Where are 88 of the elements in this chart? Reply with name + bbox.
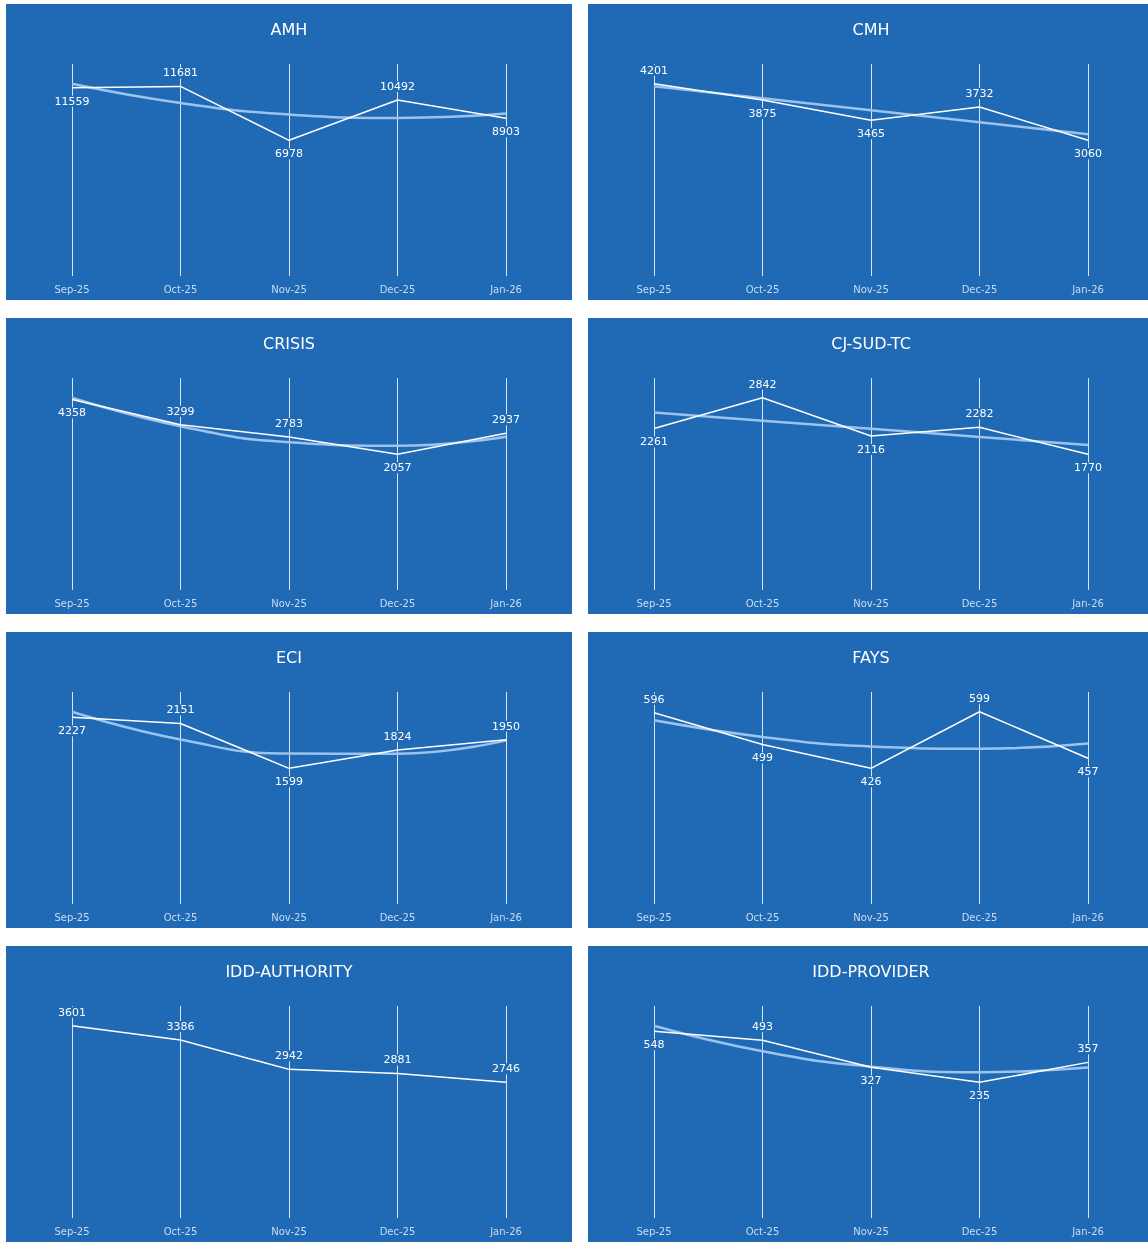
chart-title: ECI [276,647,302,667]
data-label: 596 [643,692,665,706]
x-tick-label: Nov-25 [853,1225,889,1237]
data-label: 2151 [166,703,195,717]
data-label: 3060 [1074,147,1102,161]
x-tick-label: Oct-25 [745,1225,780,1237]
data-label: 2881 [383,1053,412,1067]
x-tick-label: Dec-25 [379,911,416,923]
x-tick-label: Oct-25 [163,597,198,609]
x-tick-label: Jan-26 [1071,283,1104,295]
data-label: 2261 [640,435,668,449]
chart-title: CRISIS [262,333,316,353]
x-tick-label: Sep-25 [54,283,90,295]
x-tick-label: Jan-26 [1071,1225,1104,1237]
data-label: 3875 [748,106,777,120]
data-label: 11559 [54,94,90,108]
x-tick-label: Sep-25 [54,1225,90,1237]
data-label: 3732 [965,87,994,101]
data-label: 4358 [58,406,86,420]
x-tick-label: Nov-25 [853,283,889,295]
x-tick-label: Dec-25 [379,597,416,609]
data-label: 8903 [492,125,520,139]
data-label: 1950 [492,719,520,733]
x-tick-label: Sep-25 [636,1225,672,1237]
data-label: 3601 [58,1005,86,1019]
x-tick-label: Nov-25 [271,1225,307,1237]
data-label: 426 [860,775,882,789]
x-tick-label: Oct-25 [163,911,198,923]
x-tick-label: Jan-26 [489,283,522,295]
data-label: 2937 [492,413,520,427]
data-label: 235 [969,1089,990,1103]
x-tick-label: Dec-25 [961,911,998,923]
data-label: 548 [643,1038,665,1052]
x-tick-label: Oct-25 [163,283,198,295]
chart-title: IDD-PROVIDER [812,961,930,981]
x-tick-label: Dec-25 [379,1225,416,1237]
x-tick-label: Sep-25 [54,911,90,923]
x-tick-label: Dec-25 [961,283,998,295]
data-label: 2116 [857,443,885,457]
data-label: 327 [860,1074,882,1088]
data-label: 1599 [275,775,303,789]
data-label: 10492 [380,80,415,94]
data-label: 2057 [383,461,412,475]
x-tick-label: Nov-25 [271,911,307,923]
x-tick-label: Nov-25 [271,283,307,295]
x-tick-label: Oct-25 [745,597,780,609]
x-tick-label: Sep-25 [636,911,672,923]
x-tick-label: Sep-25 [54,597,90,609]
data-label: 1824 [383,730,412,744]
x-tick-label: Oct-25 [745,911,780,923]
data-label: 11681 [163,66,198,80]
x-tick-label: Dec-25 [379,283,416,295]
x-tick-label: Nov-25 [271,597,307,609]
x-tick-label: Nov-25 [853,911,889,923]
data-label: 357 [1077,1042,1099,1056]
x-tick-label: Jan-26 [1071,911,1104,923]
data-label: 6978 [275,147,303,161]
chart-title: CJ-SUD-TC [831,333,911,353]
x-tick-label: Sep-25 [636,283,672,295]
data-label: 599 [969,691,990,705]
x-tick-label: Jan-26 [489,597,522,609]
x-tick-label: Sep-25 [636,597,672,609]
data-label: 499 [752,751,773,765]
data-label: 2746 [492,1062,520,1076]
data-label: 1770 [1074,461,1102,475]
data-label: 3465 [857,127,885,141]
x-tick-label: Nov-25 [853,597,889,609]
data-label: 2227 [58,724,86,738]
x-tick-label: Oct-25 [163,1225,198,1237]
chart-title: CMH [852,19,890,39]
chart-title: IDD-AUTHORITY [225,961,353,981]
x-tick-label: Jan-26 [1071,597,1104,609]
x-tick-label: Dec-25 [961,597,998,609]
data-label: 457 [1077,765,1099,779]
chart-title: AMH [270,19,308,39]
data-label: 493 [752,1020,773,1034]
x-tick-label: Jan-26 [489,911,522,923]
x-tick-label: Dec-25 [961,1225,998,1237]
data-label: 3299 [166,404,195,418]
data-label: 3386 [166,1020,195,1033]
data-label: 2942 [275,1049,303,1063]
data-label: 4201 [640,63,668,77]
x-tick-label: Oct-25 [745,283,780,295]
chart-title: FAYS [852,647,890,667]
data-label: 2783 [275,417,303,431]
x-tick-label: Jan-26 [489,1225,522,1237]
data-label: 2842 [748,377,777,391]
data-label: 2282 [965,407,994,421]
